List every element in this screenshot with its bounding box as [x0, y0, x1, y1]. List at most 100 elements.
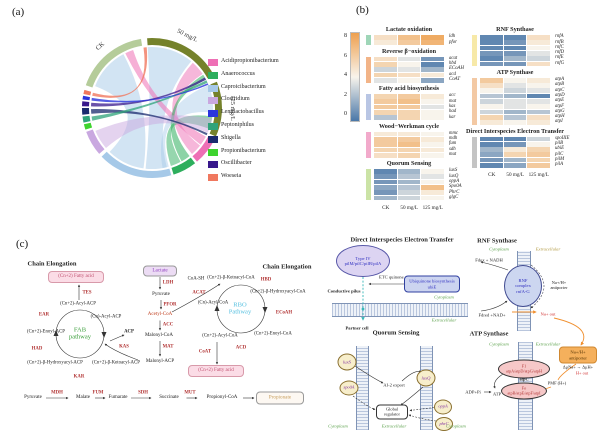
heatmap-section-title: Reverse β−oxidation — [381, 47, 437, 55]
heatmap-cell — [374, 99, 397, 105]
heatmap-cell — [480, 141, 503, 147]
panel-c-label: (c) — [16, 238, 29, 250]
heatmap-cell — [374, 131, 397, 137]
heatmap-gene-label: luxQ — [449, 173, 459, 179]
heatmap-gene-label: acd — [449, 71, 456, 77]
heatmap-gene-label: ubiE — [555, 146, 565, 152]
heatmap-cell — [374, 190, 397, 196]
fab-pathway-label: FAB pathway — [68, 326, 92, 341]
chain-elongation-left-title: Chain Elongation — [27, 260, 77, 268]
heatmap-cell — [527, 147, 550, 152]
type-iv-pilin-ellipse: Type IV pilM/pilC/pilB/pilA — [336, 245, 390, 277]
acp-label: ACP — [124, 329, 134, 335]
heatmap-cell — [503, 114, 526, 120]
coa-sh-label: CoA-SH — [187, 276, 205, 282]
chord-ribbon — [91, 80, 208, 121]
colorbar-tick-label: 8 — [344, 33, 347, 39]
heatmap-cell — [503, 56, 526, 61]
cytoplasm-diet-label: Cytoplasm — [434, 294, 454, 300]
heatmap-section-title: Quorum Sensing — [386, 160, 432, 168]
chord-arc — [83, 122, 93, 130]
chord-arc — [171, 157, 196, 175]
chord-arc — [86, 129, 105, 154]
heatmap-cell — [480, 56, 503, 61]
extracellular-atp-label: Extracellular — [535, 341, 561, 347]
conductive-pilus-label: Conductive pilus — [327, 288, 361, 294]
heatmap-cell — [397, 94, 420, 99]
chord-arc — [82, 115, 91, 123]
heatmap-cell — [503, 40, 526, 46]
heatmap-cell — [397, 185, 420, 190]
heatmap-strip — [472, 136, 477, 168]
heatmap-cell — [527, 93, 550, 99]
heatmap-cell — [421, 174, 444, 180]
heatmap-cell — [397, 131, 420, 137]
acyl-acp-n: (Cn)-Acyl-ACP — [90, 314, 122, 320]
heatmap-cell — [397, 35, 420, 40]
pmf-label: PMF (H+) — [547, 380, 567, 386]
panel-b-label: (b) — [356, 4, 369, 16]
heatmap-cell — [374, 169, 397, 174]
heatmap-cell — [527, 120, 550, 125]
legend-swatch — [208, 135, 218, 143]
phrc-circle: phrC — [435, 417, 453, 431]
heatmap-cell — [421, 61, 444, 67]
heatmap-cell — [527, 109, 550, 115]
heatmap-section-title: RNF Synthase — [496, 26, 534, 33]
panel-a-label: (a) — [12, 6, 25, 18]
heatmap-cell — [480, 120, 503, 125]
heatmap-cell — [527, 45, 550, 51]
heatmap-cell — [527, 77, 550, 83]
heatmap-cell — [397, 152, 420, 158]
heatmap-cell — [421, 152, 444, 158]
heatmap-cell — [421, 99, 444, 105]
heatmap-gene-label: sdh — [449, 146, 456, 152]
heatmap-cell — [397, 169, 420, 174]
legend-label: Anaerococcus — [221, 70, 255, 77]
heatmap-gene-label: acat — [449, 55, 458, 61]
extracellular-qs-label: Extracellular — [381, 423, 407, 429]
heatmap-strip — [366, 169, 371, 201]
heatmap-cell — [421, 169, 444, 174]
legend-swatch — [208, 84, 218, 92]
heatmap-gene-label: kas — [449, 103, 456, 109]
heatmap-cell — [480, 88, 503, 94]
legend-swatch — [208, 174, 218, 182]
heatmap-cell — [421, 179, 444, 185]
heatmap-cell — [397, 104, 420, 110]
heatmap-cell — [421, 67, 444, 72]
heatmap-gene-label: Spo0A — [449, 184, 462, 190]
heatmap-cell — [480, 99, 503, 104]
heatmap-cell — [527, 35, 550, 40]
heatmap-cell — [480, 163, 503, 168]
heatmap-axis-label: 50 mg/L — [400, 204, 419, 211]
chord-ribbon — [160, 85, 214, 169]
heatmap-gene-label: ECoAH — [449, 66, 464, 72]
heatmap-gene-label: rnfE — [555, 55, 564, 61]
heatmap-gene-label: rnfB — [555, 39, 564, 45]
heatmap-cell — [480, 40, 503, 46]
heatmap-section-title: Wood−Werkman cycle — [378, 122, 440, 130]
heatmap-cell — [421, 185, 444, 190]
heatmap-cell — [503, 45, 526, 51]
heatmap-cell — [503, 99, 526, 104]
luxs-circle: luxS — [337, 353, 357, 371]
heatmap-strip — [366, 94, 371, 121]
heatmap-gene-label: pilM — [555, 156, 565, 162]
chord-ribbon — [125, 50, 206, 145]
heatmap-gene-label: atpF — [555, 103, 565, 109]
heatmap-cell — [374, 147, 397, 153]
heatmap-gene-label: atpH — [555, 114, 565, 120]
atp-product-label: ATP — [492, 391, 502, 397]
legend-swatch — [208, 123, 218, 130]
heatmap-cell — [421, 94, 444, 99]
heatmap-gene-label: oppA — [449, 178, 460, 184]
heatmap-cell — [527, 83, 550, 88]
heatmap-strip — [472, 35, 477, 67]
heatmap-cell — [503, 136, 526, 142]
heatmap-cell — [480, 147, 503, 152]
heatmap-cell — [527, 56, 550, 61]
heatmap-cell — [421, 77, 444, 83]
heatmap-section-title: ATP Synthase — [496, 68, 534, 76]
legend-swatch — [208, 161, 218, 169]
